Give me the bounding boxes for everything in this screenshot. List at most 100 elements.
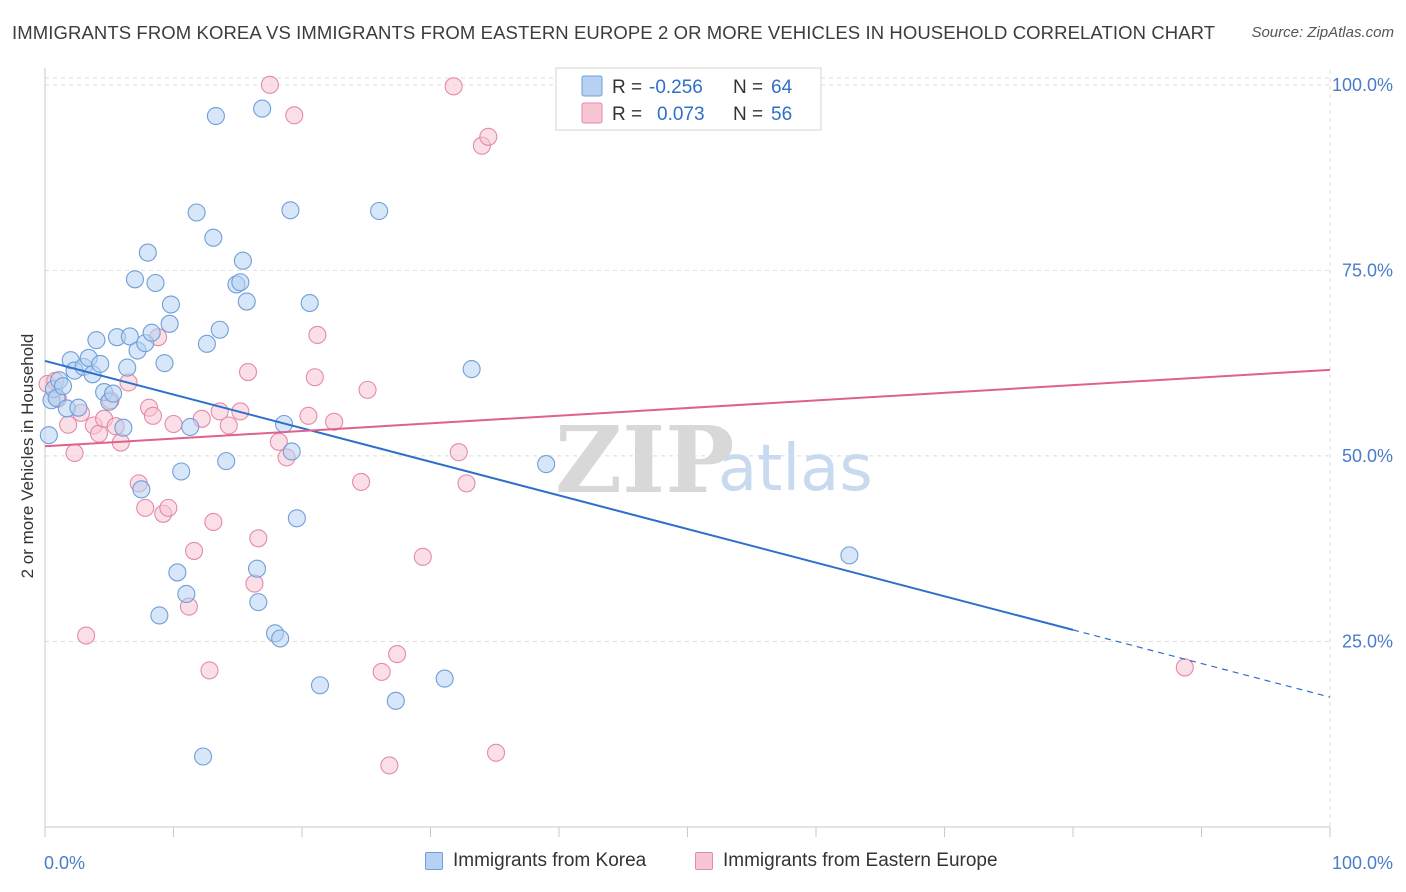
bottom-legend: Immigrants from Korea Immigrants from Ea… — [0, 850, 1406, 880]
legend-swatch-eastern-europe — [581, 102, 603, 124]
y-tick-label-1: 50.0% — [1342, 446, 1393, 466]
trend-lines — [44, 359, 1331, 698]
point-korea-26 — [138, 243, 157, 262]
point-korea-42 — [210, 320, 229, 339]
point-korea-57 — [300, 293, 319, 313]
point-eastern-europe-6 — [77, 626, 96, 645]
point-korea-45 — [231, 273, 250, 292]
legend-n-value-korea: 64 — [771, 77, 793, 98]
point-korea-60 — [386, 691, 405, 710]
point-eastern-europe-15 — [136, 498, 155, 517]
point-eastern-europe-25 — [200, 661, 219, 680]
legend-n-label-korea: N = — [733, 77, 763, 98]
y-tick-label-0: 25.0% — [1342, 631, 1393, 651]
point-korea-46 — [233, 251, 252, 270]
point-korea-47 — [237, 292, 256, 311]
point-eastern-europe-45 — [388, 645, 407, 664]
point-korea-5 — [53, 377, 73, 396]
point-korea-30 — [155, 354, 174, 373]
point-korea-50 — [253, 99, 272, 118]
tick-labels: 25.0% 50.0% 75.0% 100.0% 0.0% 100.0% — [44, 75, 1393, 873]
point-eastern-europe-17 — [143, 406, 162, 425]
point-eastern-europe-51 — [479, 127, 498, 146]
point-eastern-europe-41 — [352, 472, 371, 491]
bottom-legend-label-eastern-europe: Immigrants from Eastern Europe — [723, 850, 998, 871]
axes — [44, 68, 1331, 837]
legend-n-label-eastern-europe: N = — [733, 104, 763, 125]
point-korea-31 — [160, 314, 179, 333]
bottom-legend-item-korea: Immigrants from Korea — [425, 850, 646, 872]
bottom-legend-item-eastern-europe: Immigrants from Eastern Europe — [695, 850, 998, 872]
point-eastern-europe-39 — [308, 325, 327, 345]
point-eastern-europe-3 — [59, 415, 78, 434]
chart-title: IMMIGRANTS FROM KOREA VS IMMIGRANTS FROM… — [12, 22, 1216, 43]
point-korea-14 — [91, 354, 110, 373]
point-eastern-europe-32 — [249, 529, 268, 548]
point-korea-32 — [161, 295, 180, 314]
x-tick-label-1: 100.0% — [1332, 853, 1393, 873]
trend-line-korea-extension — [1072, 629, 1331, 698]
point-eastern-europe-20 — [159, 498, 178, 517]
point-korea-37 — [187, 203, 206, 222]
point-korea-17 — [104, 384, 123, 403]
legend-r-label-korea: R = — [612, 77, 642, 98]
point-korea-48 — [247, 559, 267, 578]
point-korea-27 — [142, 323, 161, 342]
point-korea-59 — [370, 201, 389, 221]
point-eastern-europe-48 — [449, 443, 468, 462]
y-tick-label-2: 75.0% — [1342, 260, 1393, 280]
point-korea-56 — [287, 509, 306, 528]
bottom-legend-label-korea: Immigrants from Korea — [453, 850, 647, 871]
point-korea-28 — [146, 273, 165, 293]
point-korea-0 — [39, 426, 58, 445]
point-eastern-europe-43 — [372, 662, 391, 681]
point-korea-24 — [132, 480, 151, 499]
bottom-legend-swatch-eastern-europe — [695, 852, 713, 870]
point-korea-36 — [181, 417, 200, 437]
y-tick-label-3: 100.0% — [1332, 75, 1393, 95]
watermark-zip: ZIP — [555, 406, 734, 514]
point-korea-39 — [197, 334, 216, 353]
point-korea-64 — [840, 546, 859, 565]
point-eastern-europe-49 — [457, 474, 476, 493]
point-korea-9 — [69, 398, 88, 417]
legend-r-value-korea: -0.256 — [649, 77, 703, 98]
point-eastern-europe-40 — [325, 412, 344, 431]
series-korea-points — [39, 99, 859, 766]
point-korea-22 — [125, 270, 144, 289]
trend-line-eastern-europe — [44, 368, 1331, 448]
point-korea-43 — [217, 452, 236, 471]
point-korea-55 — [282, 442, 301, 461]
point-eastern-europe-46 — [413, 547, 432, 566]
point-korea-63 — [537, 455, 556, 474]
point-eastern-europe-26 — [204, 512, 223, 532]
point-eastern-europe-31 — [245, 574, 264, 593]
point-korea-29 — [150, 606, 169, 625]
trend-line-korea — [44, 359, 1074, 631]
x-tick-label-0: 0.0% — [44, 853, 85, 873]
point-eastern-europe-37 — [299, 406, 318, 425]
point-eastern-europe-23 — [185, 541, 204, 560]
point-korea-58 — [310, 676, 330, 695]
point-korea-38 — [194, 747, 213, 766]
point-eastern-europe-42 — [358, 380, 377, 399]
legend-n-value-eastern-europe: 56 — [771, 104, 792, 125]
point-korea-62 — [462, 360, 481, 379]
watermark: ZIP atlas — [555, 406, 873, 514]
point-korea-35 — [177, 584, 196, 604]
source-label: Source: ZipAtlas.com — [1251, 24, 1394, 41]
point-korea-54 — [281, 201, 300, 220]
point-korea-52 — [271, 629, 290, 648]
watermark-atlas: atlas — [718, 432, 873, 506]
point-eastern-europe-30 — [238, 363, 258, 382]
point-eastern-europe-47 — [444, 77, 463, 96]
point-korea-34 — [172, 462, 191, 481]
point-korea-13 — [87, 331, 106, 350]
point-eastern-europe-52 — [486, 743, 506, 762]
point-eastern-europe-44 — [380, 756, 399, 775]
point-korea-40 — [204, 228, 223, 247]
point-korea-41 — [206, 106, 225, 126]
point-eastern-europe-21 — [164, 414, 183, 434]
bottom-legend-swatch-korea — [425, 852, 443, 870]
